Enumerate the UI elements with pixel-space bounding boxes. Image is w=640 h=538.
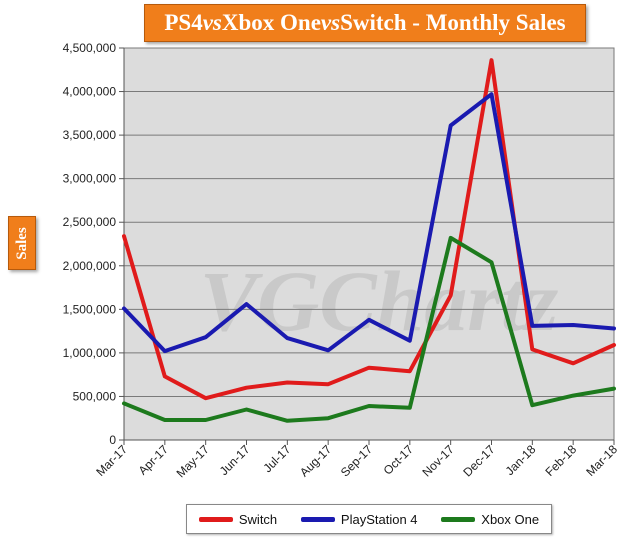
legend-swatch-switch <box>198 516 233 522</box>
legend-label-xbox-one: Xbox One <box>481 511 540 527</box>
x-tick-label: Jul-17 <box>260 442 293 475</box>
y-tick-label: 2,500,000 <box>63 215 117 229</box>
legend-swatch-xbox-one <box>441 516 476 522</box>
series-line-switch <box>122 58 616 401</box>
x-tick-label: Dec-17 <box>460 442 497 479</box>
title-part-vs-1: vs <box>202 10 222 35</box>
legend-label-ps4: PlayStation 4 <box>340 511 418 527</box>
x-tick-label: Jan-18 <box>503 442 539 478</box>
y-tick-label: 4,000,000 <box>63 85 117 99</box>
y-tick-label: 2,000,000 <box>63 259 117 273</box>
y-tick-label: 1,000,000 <box>63 346 117 360</box>
x-tick-label: Apr-17 <box>136 442 172 478</box>
chart-title: PS4 vs Xbox One vs Switch - Monthly Sale… <box>144 4 586 42</box>
legend-swatch-ps4 <box>300 516 335 522</box>
legend-item-ps4: PlayStation 4 <box>300 511 418 527</box>
y-tick-label: 3,500,000 <box>63 128 117 142</box>
series-line-playstation-4 <box>122 92 616 354</box>
x-tick-label: Feb-18 <box>542 442 579 479</box>
title-part-2: Xbox One <box>221 10 321 35</box>
x-tick-label: Mar-17 <box>93 442 130 479</box>
y-tick-label: 4,500,000 <box>63 41 117 55</box>
title-part-vs-2: vs <box>320 10 341 35</box>
y-tick-label: 0 <box>109 433 116 447</box>
title-part-1: PS4 <box>164 10 203 35</box>
x-tick-label: Aug-17 <box>297 442 334 479</box>
legend: Switch PlayStation 4 Xbox One <box>186 504 552 534</box>
legend-item-switch: Switch <box>198 511 278 527</box>
x-tick-label: Sep-17 <box>338 442 375 479</box>
y-tick-label: 1,500,000 <box>63 302 117 316</box>
y-tick-label: 3,000,000 <box>63 172 117 186</box>
legend-label-switch: Switch <box>238 511 278 527</box>
x-tick-label: Jun-17 <box>217 442 253 478</box>
x-tick-label: May-17 <box>174 442 212 480</box>
watermark-text: VGChartz <box>200 253 559 349</box>
x-tick-label: Mar-18 <box>583 442 620 479</box>
plot-area <box>123 47 615 441</box>
legend-item-xbox-one: Xbox One <box>441 512 539 527</box>
x-tick-label: Oct-17 <box>381 442 417 478</box>
series-line-xbox-one <box>122 235 616 423</box>
y-axis-label: Sales <box>8 216 36 270</box>
title-part-3: Switch - Monthly Sales <box>340 10 566 35</box>
y-tick-label: 500,000 <box>73 389 117 403</box>
x-tick-label: Nov-17 <box>420 442 457 479</box>
